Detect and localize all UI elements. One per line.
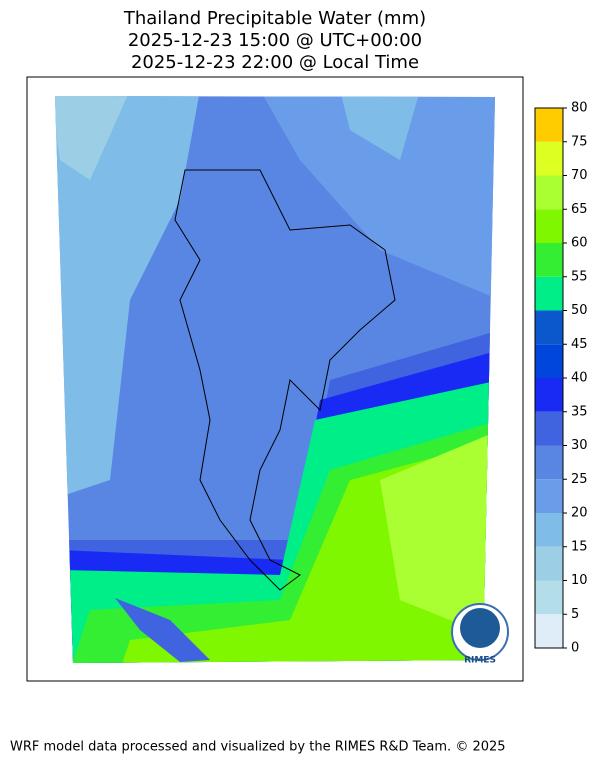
colorbar-band — [535, 243, 563, 277]
colorbar-tick-label: 65 — [571, 202, 588, 217]
footer: WRF model data processed and visualized … — [10, 740, 506, 755]
logo: RIMES — [451, 603, 509, 666]
colorbar-tick-label: 35 — [571, 404, 588, 419]
colorbar-tick-label: 70 — [571, 168, 588, 183]
colorbar-band — [535, 580, 563, 615]
colorbar-band — [535, 141, 563, 176]
colorbar-tick-label: 20 — [571, 506, 588, 521]
colorbar-band — [535, 310, 563, 345]
colorbar-tick-label: 15 — [571, 539, 588, 554]
title-line: 2025-12-23 22:00 @ Local Time — [131, 52, 419, 73]
logo-text: RIMES — [464, 656, 496, 666]
colorbar-band — [535, 614, 563, 648]
colorbar-band — [535, 276, 563, 311]
colorbar-tick-label: 75 — [571, 134, 588, 149]
colorbar-tick-label: 30 — [571, 438, 588, 453]
colorbar-band — [535, 209, 563, 243]
colorbar-tick-label: 25 — [571, 472, 588, 487]
colorbar-band — [535, 175, 563, 210]
colorbar-band — [535, 445, 563, 480]
colorbar: 0 5 10 15 20 25 30 35 40 45 50 55 60 65 70 75 80 — [534, 101, 588, 656]
colorbar-band — [535, 411, 563, 446]
colorbar-tick-label: 10 — [571, 573, 588, 588]
field — [55, 96, 495, 663]
map: RIMES — [26, 76, 524, 682]
colorbar-band — [535, 378, 563, 412]
colorbar-tick-label: 40 — [571, 371, 588, 386]
colorbar-tick-label: 5 — [571, 607, 579, 622]
colorbar-band — [535, 546, 563, 581]
colorbar-band — [535, 479, 563, 513]
country-outline — [174, 169, 396, 591]
colorbar-tick-label: 60 — [571, 236, 588, 251]
colorbar-band — [535, 344, 563, 378]
colorbar-tick-label: 45 — [571, 337, 588, 352]
colorbar-tick-label: 80 — [571, 101, 588, 116]
colorbar-tick-label: 55 — [571, 269, 588, 284]
title-line: 2025-12-23 15:00 @ UTC+00:00 — [128, 30, 422, 51]
colorbar-band — [535, 513, 563, 547]
colorbar-band — [535, 108, 563, 142]
colorbar-tick-label: 50 — [571, 303, 588, 318]
title-line: Thailand Precipitable Water (mm) — [123, 8, 426, 29]
colorbar-tick-label: 0 — [571, 641, 579, 656]
